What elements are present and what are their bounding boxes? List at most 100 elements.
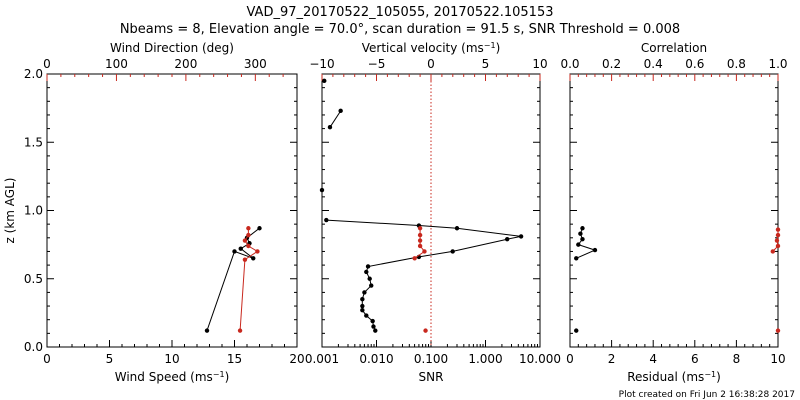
right-series-1-point bbox=[574, 328, 579, 333]
middle-top-axis-title: Vertical velocity (ms−1) bbox=[362, 41, 501, 56]
middle-top-tick-label: 10 bbox=[532, 57, 547, 71]
right-series-0-point bbox=[580, 236, 585, 242]
middle-series-0-point bbox=[373, 328, 378, 333]
middle-top-tick-label: 0 bbox=[427, 57, 435, 71]
middle-series-0-point bbox=[518, 234, 524, 239]
left-series-1-point bbox=[242, 257, 248, 262]
middle-x-tick-label: 1.000 bbox=[468, 352, 502, 366]
left-top-tick-label: 200 bbox=[174, 57, 197, 71]
middle-top-tick-label: 5 bbox=[482, 57, 490, 71]
middle-series-3-point bbox=[417, 232, 423, 238]
right-panel-frame bbox=[569, 73, 779, 348]
left-series-0-point bbox=[257, 226, 262, 231]
right-x-tick-label: 0 bbox=[566, 352, 574, 366]
middle-series-0-point bbox=[371, 324, 376, 329]
left-top-tick-label: 0 bbox=[43, 57, 51, 71]
middle-series-1-point bbox=[338, 108, 343, 114]
middle-series-2-point bbox=[319, 187, 325, 193]
right-x-tick-label: 10 bbox=[770, 352, 785, 366]
y-axis-title: z (km AGL) bbox=[3, 178, 17, 244]
middle-series-0-point bbox=[365, 264, 371, 269]
left-x-tick-label: 15 bbox=[227, 352, 242, 366]
middle-series-3-line bbox=[414, 228, 426, 259]
left-x-tick-label: 10 bbox=[164, 352, 179, 366]
left-x-axis-title: Wind Speed (ms−1) bbox=[115, 370, 230, 385]
right-x-tick-label: 2 bbox=[608, 352, 616, 366]
right-top-tick-label: 0.2 bbox=[602, 57, 621, 71]
left-series-1-point bbox=[246, 243, 251, 249]
y-tick-label: 1.0 bbox=[24, 204, 43, 218]
right-series-3-point bbox=[775, 328, 781, 333]
middle-series-3-point bbox=[417, 243, 423, 249]
left-top-tick-label: 300 bbox=[244, 57, 267, 71]
middle-top-axis-title-end: ) bbox=[496, 41, 501, 55]
middle-series-1-point bbox=[327, 125, 333, 130]
middle-series-0-point bbox=[364, 313, 369, 318]
middle-series-2-point bbox=[322, 78, 327, 84]
right-series-0-point bbox=[580, 226, 585, 231]
left-x-tick-label: 5 bbox=[106, 352, 114, 366]
middle-x-tick-label: 0.100 bbox=[414, 352, 448, 366]
middle-series-0-point bbox=[369, 283, 374, 288]
left-series-1-point bbox=[255, 249, 260, 254]
left-x-axis-title-end: ) bbox=[225, 370, 230, 384]
right-top-tick-label: 0.0 bbox=[560, 57, 579, 71]
middle-x-tick-label: 10.000 bbox=[519, 352, 561, 366]
left-x-tick-label: 0 bbox=[43, 352, 51, 366]
right-series-0-point bbox=[578, 231, 583, 236]
middle-series-3-point bbox=[412, 256, 417, 261]
left-series-1-point bbox=[246, 226, 251, 231]
middle-series-4-point bbox=[423, 328, 428, 333]
left-series-1-point bbox=[242, 238, 248, 243]
figure-subtitle: Nbeams = 8, Elevation angle = 70.0°, sca… bbox=[120, 22, 680, 37]
right-x-tick-label: 8 bbox=[733, 352, 741, 366]
left-x-tick-label: 20 bbox=[289, 352, 304, 366]
middle-x-tick-label: 0.001 bbox=[305, 352, 339, 366]
right-top-tick-label: 1.0 bbox=[768, 57, 787, 71]
middle-series-3-point bbox=[422, 249, 427, 254]
y-tick-label: 1.5 bbox=[24, 135, 43, 149]
figure-title: VAD_97_20170522_105055, 20170522.105153 bbox=[247, 5, 554, 20]
middle-series-0-point bbox=[370, 318, 375, 324]
right-series-0-point bbox=[592, 247, 598, 253]
right-x-tick-label: 4 bbox=[649, 352, 657, 366]
middle-series-0-point bbox=[360, 297, 365, 302]
left-top-axis-title: Wind Direction (deg) bbox=[110, 41, 234, 55]
y-tick-label: 2.0 bbox=[24, 67, 43, 81]
right-top-axis-title: Correlation bbox=[641, 41, 707, 55]
middle-top-axis-title-sup: −1 bbox=[484, 41, 496, 50]
right-x-axis-title: Residual (ms−1) bbox=[627, 370, 721, 385]
middle-series-0-point bbox=[324, 217, 329, 223]
left-series-0-point bbox=[238, 246, 243, 251]
left-series-0-point bbox=[204, 328, 210, 333]
middle-series-0-line bbox=[326, 219, 522, 331]
right-series-2-point bbox=[775, 243, 781, 249]
middle-series-0-point bbox=[364, 269, 369, 275]
right-x-axis-title-end: ) bbox=[716, 370, 721, 384]
middle-series-0-point bbox=[450, 249, 455, 254]
middle-series-0-point bbox=[454, 226, 460, 231]
plot-created-note: Plot created on Fri Jun 2 16:38:28 2017 bbox=[619, 390, 795, 400]
left-series-1-point bbox=[237, 328, 243, 333]
right-x-tick-label: 6 bbox=[691, 352, 699, 366]
middle-series-0-point bbox=[360, 303, 365, 309]
left-series-0-point bbox=[251, 256, 256, 261]
y-tick-label: 0.5 bbox=[24, 272, 43, 286]
left-top-tick-label: 100 bbox=[105, 57, 128, 71]
middle-series-0-point bbox=[367, 276, 372, 281]
right-series-2-point bbox=[775, 227, 781, 232]
right-series-2-point bbox=[774, 238, 780, 243]
right-series-2-point bbox=[775, 232, 781, 238]
middle-series-3-point bbox=[417, 226, 423, 231]
left-series-1-point bbox=[246, 232, 251, 238]
right-top-tick-label: 0.8 bbox=[727, 57, 746, 71]
right-series-0-point bbox=[576, 242, 581, 247]
middle-series-0-point bbox=[362, 290, 367, 295]
y-tick-label: 0.0 bbox=[24, 340, 43, 354]
middle-top-tick-label: −5 bbox=[368, 57, 386, 71]
middle-x-axis-title: SNR bbox=[419, 370, 444, 384]
left-panel-frame bbox=[46, 73, 298, 348]
left-series-0-point bbox=[232, 249, 237, 254]
